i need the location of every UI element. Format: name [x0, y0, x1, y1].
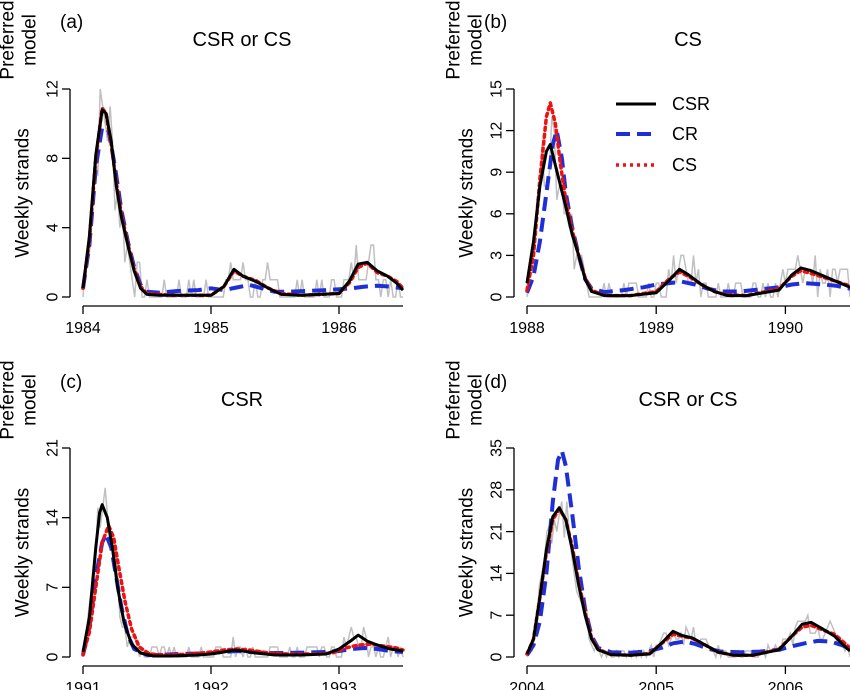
y-tick-label: 8	[45, 154, 62, 163]
y-tick-label: 4	[45, 223, 62, 232]
x-axis: 2004 2005 2006	[509, 665, 850, 690]
y-tick-label: 21	[489, 523, 506, 541]
legend-label-cs: CS	[672, 155, 697, 175]
preferred-model-label: Preferred	[0, 0, 19, 79]
x-tick-label: 1990	[768, 320, 804, 337]
panel-3: 0 7 14 21 28 35 2004 2005 2006 Weekly strands Pref…	[444, 360, 850, 690]
x-tick-label: 2006	[768, 680, 804, 690]
preferred-model-label: Preferred	[444, 360, 465, 439]
y-tick-label: 21	[45, 439, 62, 457]
preferred-model-title: CSR or CS	[639, 389, 738, 411]
x-tick-label: 1992	[193, 680, 229, 690]
y-axis-title: Weekly strands	[457, 488, 478, 618]
y-axis-title: Weekly strands	[457, 128, 478, 258]
preferred-model-label: Preferred	[444, 0, 465, 79]
x-tick-label: 2004	[509, 680, 545, 690]
observed-line	[82, 88, 403, 298]
series-csr-line	[81, 503, 404, 658]
legend: CSR CR CS	[616, 94, 710, 175]
y-tick-label: 0	[489, 292, 506, 301]
x-axis: 1991 1992 1993	[65, 665, 403, 690]
panel-2: 0 7 14 21 1991 1992 1993 Weekly strands Preferre…	[0, 360, 405, 690]
panel-0: 0 4 8 12 1984 1985 1986 Weekly strands Preferred…	[0, 0, 405, 337]
y-tick-label: 0	[45, 292, 62, 301]
legend-label-cr: CR	[672, 124, 698, 144]
y-tick-label: 12	[489, 122, 506, 140]
x-tick-label: 1991	[65, 680, 101, 690]
preferred-model-label: model	[466, 374, 487, 426]
x-tick-label: 1986	[321, 320, 357, 337]
x-tick-label: 2005	[638, 680, 674, 690]
x-tick-label: 1993	[321, 680, 357, 690]
x-axis: 1988 1989 1990	[509, 305, 850, 337]
panel-tag: (d)	[484, 372, 507, 393]
legend-label-csr: CSR	[672, 94, 710, 114]
series-cr-line	[81, 532, 404, 657]
y-tick-label: 0	[489, 652, 506, 661]
y-tick-label: 0	[45, 652, 62, 661]
series-cs-line	[81, 523, 405, 657]
y-tick-label: 3	[489, 251, 506, 260]
preferred-model-title: CSR or CS	[193, 29, 292, 51]
y-axis-title: Weekly strands	[13, 128, 34, 258]
series-cr-line	[525, 128, 850, 295]
x-tick-label: 1989	[638, 320, 674, 337]
y-axis: 0 3 6 9 12 15	[489, 80, 515, 301]
series-csr-line	[525, 506, 850, 657]
panel-tag: (a)	[60, 12, 83, 33]
panel-1: 0 3 6 9 12 15 1988 1989 1990 Weekly strands Prefer…	[444, 0, 850, 337]
series-csr-line	[525, 143, 850, 298]
y-tick-label: 15	[489, 80, 506, 98]
preferred-model-label: model	[20, 14, 41, 66]
y-tick-label: 7	[45, 583, 62, 592]
y-tick-label: 35	[489, 439, 506, 457]
series-cr-line	[525, 449, 850, 657]
series-csr-line	[81, 108, 405, 297]
y-axis: 0 7 14 21 28 35	[489, 439, 515, 661]
preferred-model-label: Preferred	[0, 360, 19, 439]
y-axis-title: Weekly strands	[13, 488, 34, 618]
panel-tag: (b)	[484, 12, 507, 33]
y-tick-label: 12	[45, 80, 62, 98]
y-axis: 0 7 14 21	[45, 439, 71, 661]
y-tick-label: 14	[489, 564, 506, 582]
y-tick-label: 7	[489, 611, 506, 620]
x-tick-label: 1984	[65, 320, 101, 337]
y-tick-label: 9	[489, 168, 506, 177]
x-axis: 1984 1985 1986	[65, 305, 403, 337]
preferred-model-title: CS	[674, 29, 702, 51]
y-tick-label: 28	[489, 481, 506, 499]
preferred-model-title: CSR	[221, 389, 263, 411]
preferred-model-label: model	[20, 374, 41, 426]
preferred-model-label: model	[466, 14, 487, 66]
panel-tag: (c)	[60, 372, 82, 393]
y-tick-label: 14	[45, 509, 62, 527]
y-tick-label: 6	[489, 209, 506, 218]
y-axis: 0 4 8 12	[45, 80, 71, 301]
x-tick-label: 1988	[509, 320, 545, 337]
x-tick-label: 1985	[193, 320, 229, 337]
